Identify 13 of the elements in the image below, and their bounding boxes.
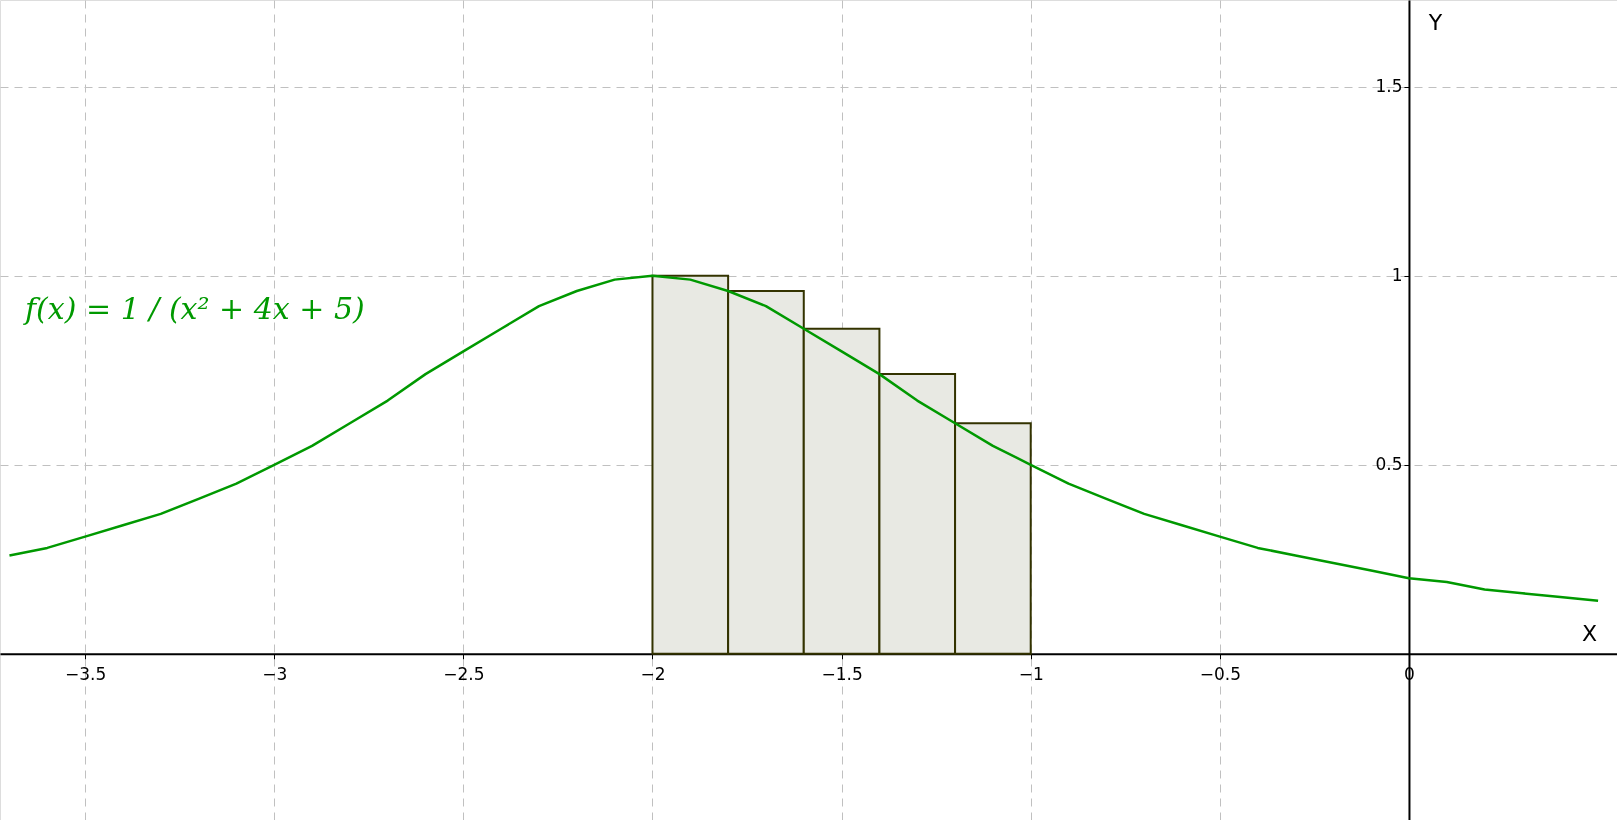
x-tick-label: −3.5 xyxy=(64,664,107,685)
x-tick-label: −2 xyxy=(640,664,666,685)
x-tick-label: −2.5 xyxy=(443,664,485,685)
annotation: f(x) = 1 / (x² + 4x + 5) xyxy=(23,291,365,326)
x-tick-label: −1 xyxy=(1018,664,1044,685)
x-tick-label: −1.5 xyxy=(821,664,863,685)
x-tick-label: −0.5 xyxy=(1199,664,1241,685)
x-axis-title: X xyxy=(1581,621,1598,647)
y-tick-label: 1 xyxy=(1391,265,1403,286)
y-tick-label: 1.5 xyxy=(1375,76,1403,97)
x-tick-label: −3 xyxy=(262,664,288,685)
y-axis-title: Y xyxy=(1427,9,1443,35)
y-tick-label: 0.5 xyxy=(1375,454,1403,475)
